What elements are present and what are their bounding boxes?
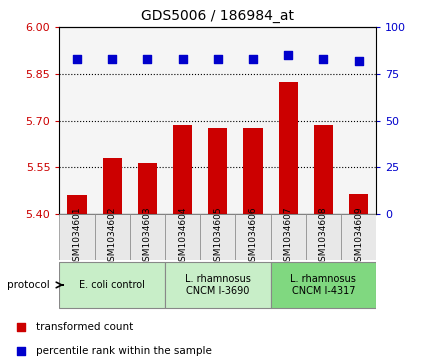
Text: E. coli control: E. coli control: [79, 280, 145, 290]
Bar: [103, 158, 122, 214]
Bar: [165, 262, 271, 308]
Text: GSM1034601: GSM1034601: [73, 207, 81, 267]
Point: [73, 56, 81, 62]
Text: protocol: protocol: [7, 280, 49, 290]
Text: GSM1034607: GSM1034607: [284, 207, 293, 267]
Text: GSM1034609: GSM1034609: [354, 207, 363, 267]
Point: [214, 56, 221, 62]
Bar: [165, 214, 200, 260]
Bar: [235, 214, 271, 260]
Point: [285, 52, 292, 58]
Bar: [130, 214, 165, 260]
Bar: [314, 125, 333, 214]
Bar: [138, 163, 157, 214]
Text: GSM1034608: GSM1034608: [319, 207, 328, 267]
Text: GSM1034605: GSM1034605: [213, 207, 222, 267]
Text: GSM1034604: GSM1034604: [178, 207, 187, 267]
Bar: [59, 214, 95, 260]
Text: GSM1034603: GSM1034603: [143, 207, 152, 267]
Bar: [200, 214, 235, 260]
Bar: [306, 214, 341, 260]
Point: [332, 256, 339, 261]
Point: [249, 56, 257, 62]
Text: L. rhamnosus
CNCM I-3690: L. rhamnosus CNCM I-3690: [185, 274, 251, 296]
Text: GSM1034602: GSM1034602: [108, 207, 117, 267]
Bar: [67, 196, 87, 214]
Text: GSM1034606: GSM1034606: [249, 207, 257, 267]
Bar: [349, 194, 368, 214]
Bar: [59, 262, 165, 308]
Point: [109, 56, 116, 62]
Bar: [208, 129, 227, 214]
Bar: [279, 82, 298, 214]
Bar: [341, 214, 376, 260]
Point: [179, 56, 186, 62]
Title: GDS5006 / 186984_at: GDS5006 / 186984_at: [141, 9, 294, 24]
Bar: [271, 262, 376, 308]
Bar: [95, 214, 130, 260]
Point: [332, 38, 339, 44]
Point: [320, 56, 327, 62]
Bar: [271, 214, 306, 260]
Point: [355, 58, 362, 64]
Text: L. rhamnosus
CNCM I-4317: L. rhamnosus CNCM I-4317: [290, 274, 356, 296]
Text: transformed count: transformed count: [36, 322, 133, 332]
Point: [144, 56, 151, 62]
Text: percentile rank within the sample: percentile rank within the sample: [36, 346, 212, 356]
Bar: [243, 128, 263, 214]
Bar: [173, 125, 192, 214]
